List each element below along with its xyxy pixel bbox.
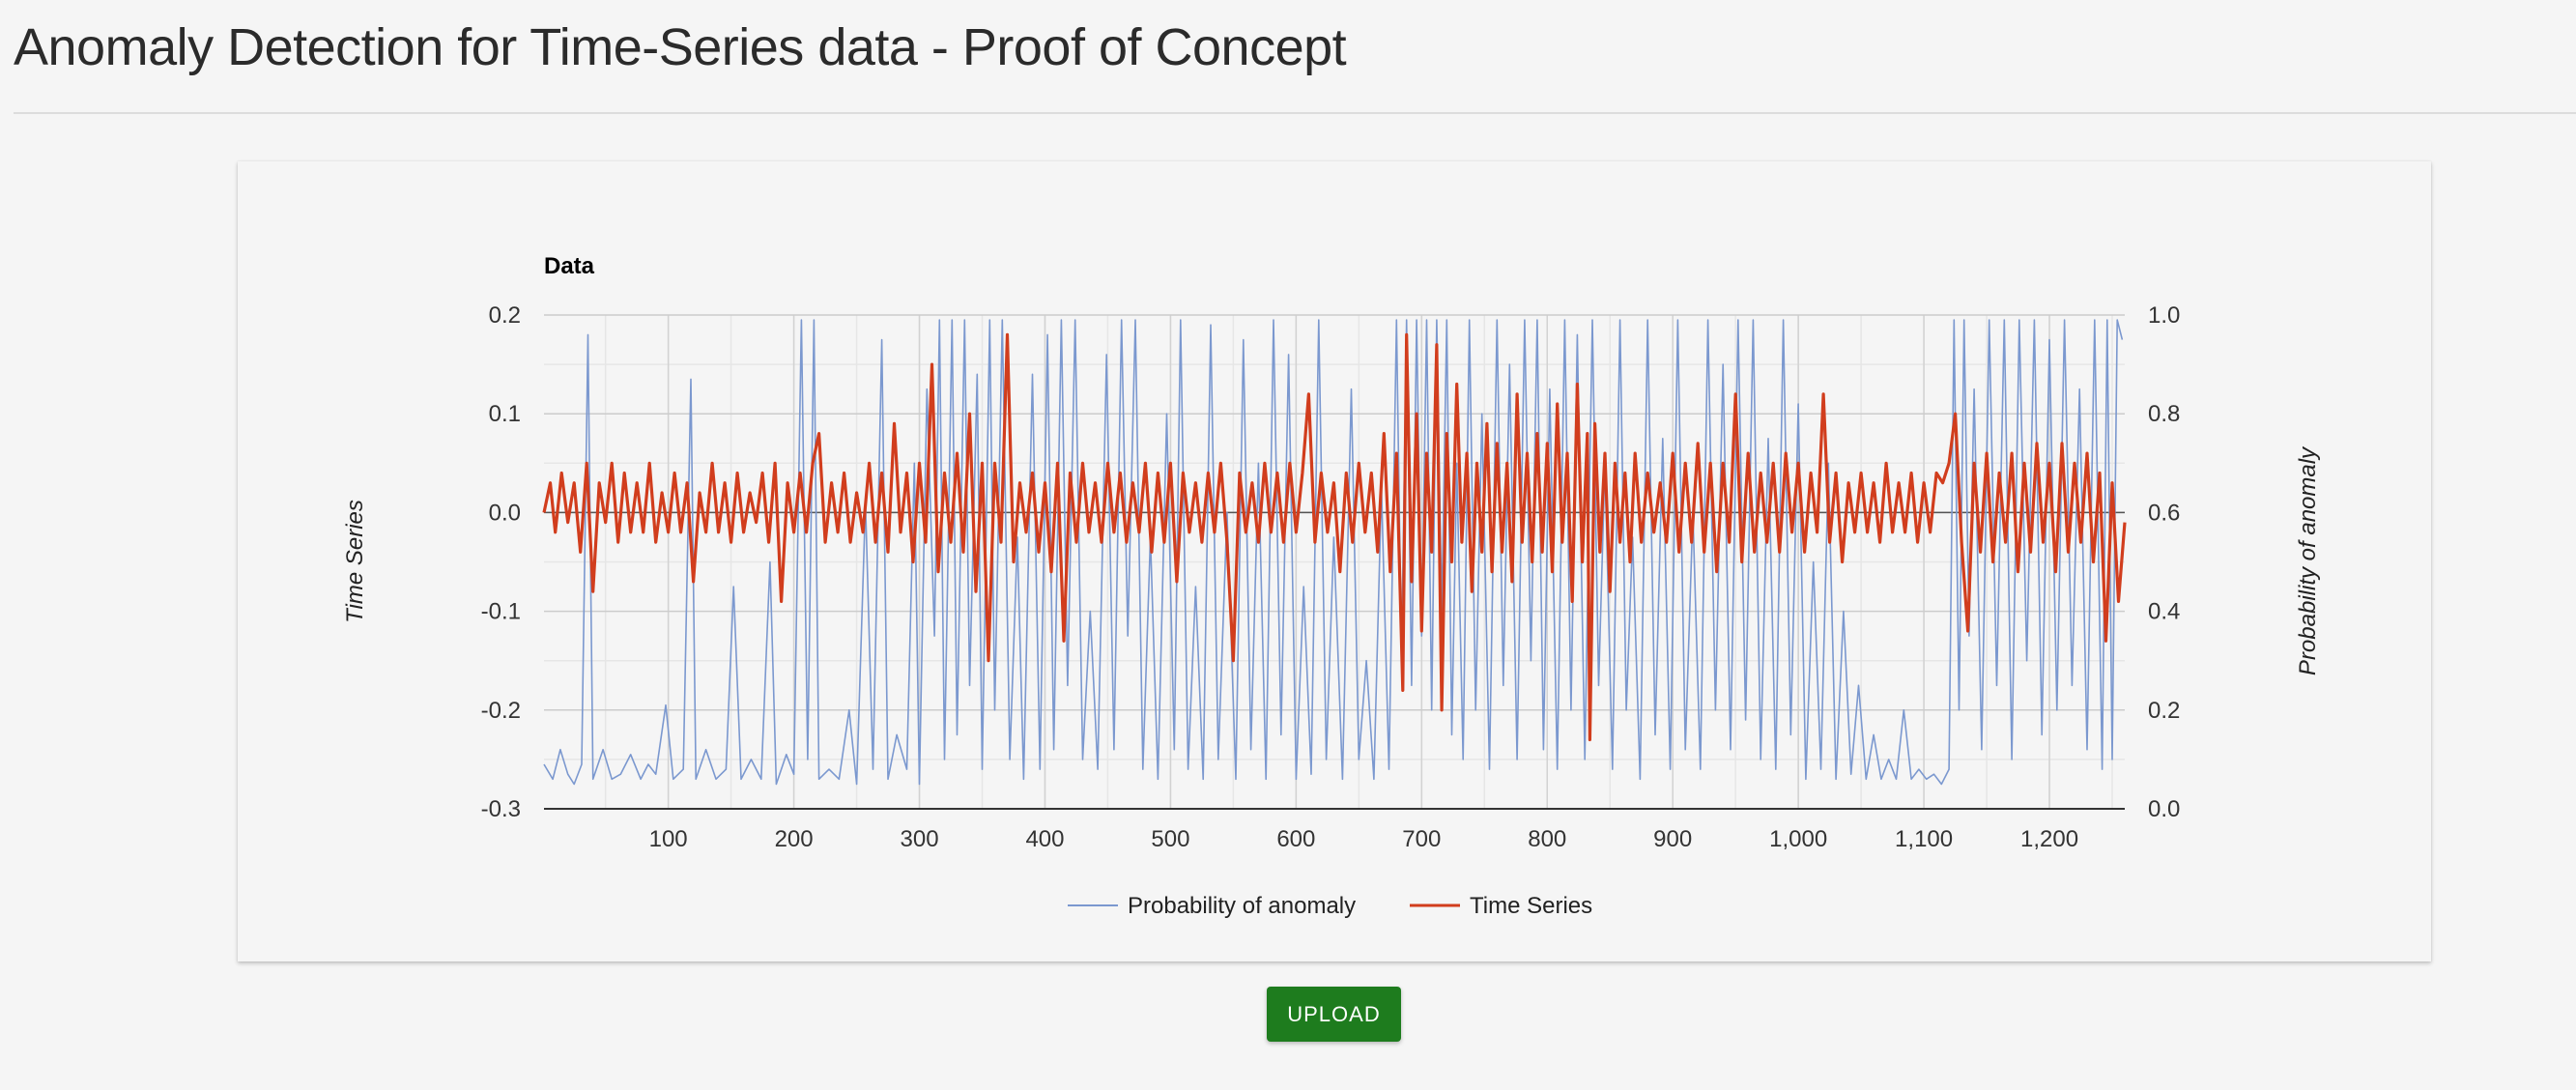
x-tick-label: 300 (901, 826, 939, 852)
legend-label: Probability of anomaly (1128, 893, 1356, 919)
x-tick-label: 1,000 (1769, 826, 1827, 852)
series-line-0 (543, 319, 2124, 786)
y-tick-label: -0.1 (481, 599, 521, 625)
x-tick-label: 1,100 (1895, 826, 1953, 852)
chart-card: 100 200 300 400 500 600 700 800 900 1,000 1,100 1,2… (238, 161, 2431, 961)
x-tick-label: 500 (1151, 826, 1189, 852)
upload-button[interactable]: UPLOAD (1267, 987, 1401, 1042)
y2-tick-label: 0.8 (2148, 401, 2180, 427)
y2-tick-label: 0.6 (2148, 500, 2180, 526)
data-chart: 100 200 300 400 500 600 700 800 900 1,000 1,100 1,2… (342, 253, 2321, 919)
series-line-1 (542, 332, 2127, 742)
x-tick-label: 100 (649, 826, 688, 852)
y2-tick-label: 1.0 (2148, 302, 2180, 329)
y2-tick-label: 0.4 (2148, 599, 2180, 625)
title-divider (14, 112, 2576, 114)
y2-tick-label: 0.2 (2148, 698, 2180, 724)
y2-tick-label: 0.0 (2148, 796, 2180, 822)
chart-title: Data (544, 253, 595, 279)
x-tick-label: 900 (1653, 826, 1692, 852)
x-tick-label: 700 (1402, 826, 1441, 852)
y-tick-label: 0.1 (489, 401, 521, 427)
x-tick-label: 400 (1025, 826, 1064, 852)
x-tick-label: 200 (775, 826, 814, 852)
y-tick-label: 0.0 (489, 500, 521, 526)
x-tick-label: 1,200 (2020, 826, 2078, 852)
y-tick-label: -0.3 (481, 796, 521, 822)
x-tick-label: 800 (1528, 826, 1566, 852)
y-axis-title: Time Series (342, 500, 368, 623)
y-tick-label: 0.2 (489, 302, 521, 329)
x-tick-label: 600 (1276, 826, 1315, 852)
page-title: Anomaly Detection for Time-Series data -… (14, 18, 1347, 76)
legend-label: Time Series (1470, 893, 1592, 919)
y2-axis-title: Probability of anomaly (2295, 445, 2321, 675)
y-tick-label: -0.2 (481, 698, 521, 724)
